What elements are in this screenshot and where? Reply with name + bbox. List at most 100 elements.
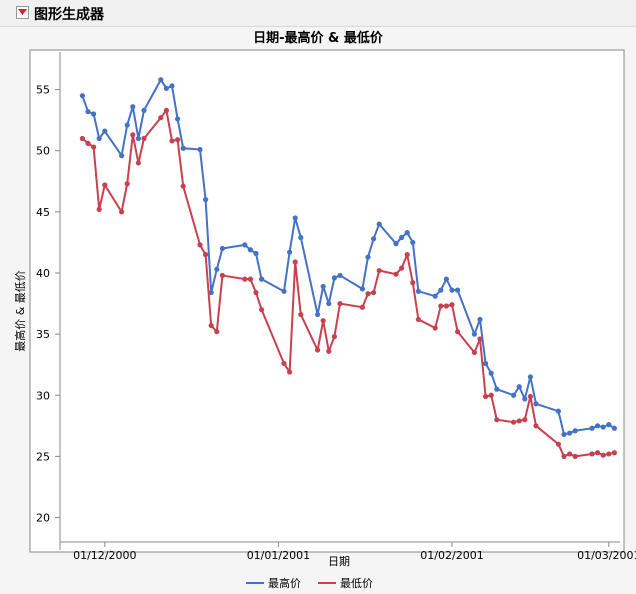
- graph-builder-title: 图形生成器: [34, 7, 104, 23]
- data-point: [376, 267, 382, 274]
- y-tick-label: 45: [36, 206, 50, 219]
- data-point: [359, 304, 365, 310]
- x-axis-label: 日期: [328, 555, 350, 568]
- data-point: [572, 428, 578, 434]
- data-point: [292, 259, 298, 265]
- data-point: [158, 115, 164, 121]
- data-point: [393, 271, 399, 277]
- data-point: [455, 287, 461, 293]
- data-point: [259, 276, 265, 282]
- data-point: [203, 252, 209, 258]
- data-point: [494, 386, 500, 392]
- chart-title: 日期-最高价 & 最低价: [253, 30, 384, 46]
- y-tick-label: 20: [36, 512, 50, 525]
- data-point: [516, 418, 522, 424]
- data-point: [589, 425, 595, 431]
- data-point: [606, 451, 612, 457]
- data-point: [438, 303, 444, 309]
- data-point: [175, 137, 181, 143]
- data-point: [595, 450, 601, 456]
- data-point: [488, 370, 494, 376]
- data-point: [432, 293, 438, 299]
- data-point: [555, 441, 562, 447]
- data-point: [471, 331, 477, 337]
- data-point: [449, 302, 455, 308]
- y-tick-label: 30: [36, 389, 50, 402]
- data-point: [102, 128, 108, 134]
- data-point: [611, 425, 618, 431]
- data-point: [85, 140, 91, 146]
- data-point: [477, 316, 483, 323]
- data-point: [124, 122, 130, 128]
- data-point: [410, 239, 416, 246]
- y-tick-label: 55: [36, 84, 50, 97]
- data-point: [208, 289, 214, 296]
- data-point: [432, 325, 438, 331]
- data-point: [102, 182, 108, 188]
- data-point: [247, 276, 253, 282]
- x-tick-label: 01/02/2001: [420, 549, 483, 562]
- data-point: [320, 283, 326, 290]
- data-point: [404, 230, 410, 236]
- y-tick-label: 50: [36, 145, 50, 158]
- collapse-toggle-button[interactable]: [16, 6, 29, 19]
- data-point: [298, 311, 304, 318]
- data-point: [600, 424, 606, 430]
- data-point: [326, 348, 332, 354]
- data-point: [337, 272, 343, 279]
- data-point: [163, 85, 169, 91]
- data-point: [281, 360, 287, 367]
- data-point: [247, 247, 253, 253]
- data-point: [281, 288, 287, 294]
- data-point: [315, 311, 321, 318]
- data-point: [443, 276, 449, 282]
- data-point: [371, 236, 377, 242]
- legend: 最高价 最低价: [246, 576, 373, 590]
- data-point: [488, 392, 494, 398]
- data-point: [561, 431, 567, 437]
- data-point: [96, 206, 102, 213]
- data-point: [522, 396, 528, 402]
- x-tick-label: 01/03/2001: [577, 549, 636, 562]
- data-point: [555, 408, 562, 414]
- data-point: [208, 322, 214, 329]
- data-point: [376, 221, 382, 227]
- data-point: [242, 276, 248, 282]
- data-point: [130, 104, 136, 110]
- data-point: [203, 197, 209, 203]
- y-axis-label: 最高价 & 最低价: [13, 270, 27, 352]
- data-point: [141, 107, 147, 113]
- data-point: [253, 289, 259, 296]
- data-point: [292, 215, 298, 221]
- data-point: [510, 419, 517, 425]
- data-point: [331, 333, 337, 340]
- data-point: [79, 135, 85, 142]
- data-point: [595, 423, 601, 429]
- data-point: [471, 349, 477, 356]
- data-point: [119, 209, 125, 215]
- data-point: [533, 423, 539, 429]
- x-axis: 01/12/2000 01/01/2001 01/02/2001 01/03/2001: [60, 541, 636, 562]
- data-point: [477, 336, 483, 342]
- data-point: [219, 245, 225, 252]
- data-point: [253, 250, 259, 257]
- data-point: [180, 183, 186, 189]
- data-point: [494, 417, 500, 423]
- data-point: [449, 287, 455, 293]
- y-tick-label: 25: [36, 450, 50, 463]
- data-point: [197, 242, 203, 248]
- data-point: [91, 111, 97, 117]
- data-point: [337, 300, 343, 307]
- data-point: [169, 83, 175, 89]
- data-point: [365, 254, 371, 260]
- data-point: [572, 453, 578, 460]
- data-point: [315, 347, 321, 353]
- data-point: [527, 393, 534, 400]
- data-point: [287, 249, 293, 255]
- graph-builder-header: 图形生成器: [0, 0, 636, 27]
- chart: 日期-最高价 & 最低价 20 25 30 35 40 45 50 55 01/12/2000…: [13, 30, 636, 590]
- data-point: [399, 265, 405, 271]
- data-point: [158, 77, 164, 83]
- data-point: [371, 289, 377, 296]
- data-point: [96, 135, 102, 142]
